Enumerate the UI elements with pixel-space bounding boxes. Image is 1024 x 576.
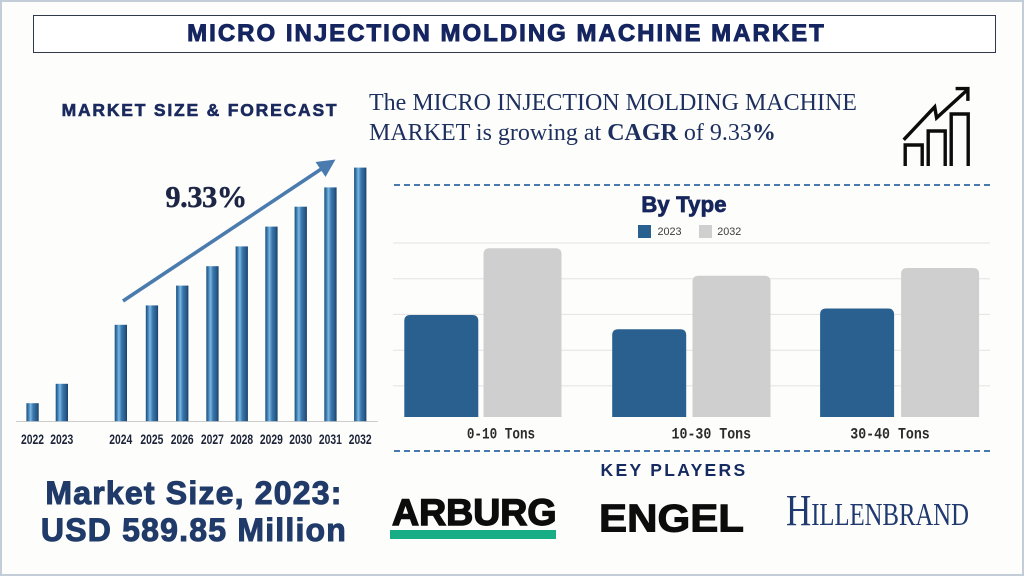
svg-text:ENGEL: ENGEL (599, 497, 744, 540)
svg-text:2022: 2022 (21, 432, 44, 447)
svg-text:2030: 2030 (289, 432, 312, 447)
svg-text:2023: 2023 (50, 432, 73, 447)
svg-text:2032: 2032 (349, 432, 372, 447)
svg-text:30-40 Tons: 30-40 Tons (850, 426, 930, 444)
svg-text:2024: 2024 (109, 432, 132, 447)
svg-text:10-30 Tons: 10-30 Tons (672, 426, 752, 444)
svg-text:0-10 Tons: 0-10 Tons (467, 426, 535, 444)
svg-text:HILLENBRAND: HILLENBRAND (786, 485, 969, 535)
svg-text:2025: 2025 (140, 432, 163, 447)
svg-text:ARBURG: ARBURG (392, 492, 557, 533)
svg-text:2031: 2031 (319, 432, 342, 447)
svg-text:2027: 2027 (201, 432, 224, 447)
svg-text:2029: 2029 (260, 432, 283, 447)
svg-text:2028: 2028 (230, 432, 253, 447)
svg-text:2026: 2026 (171, 432, 194, 447)
